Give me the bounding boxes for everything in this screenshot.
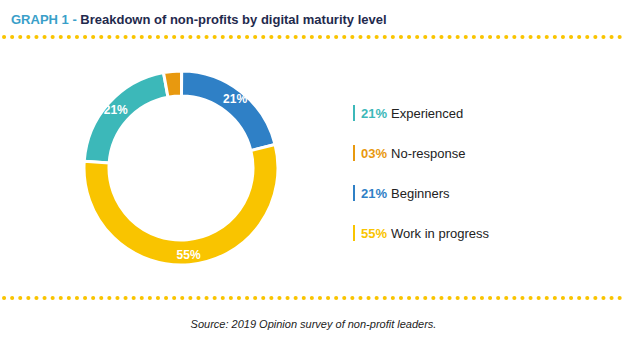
svg-text:Breakdown of non-profits by di: Breakdown of non-profits by digital matu… [77,12,387,27]
svg-text:03%: 03% [361,146,387,161]
svg-text:21%: 21% [361,106,387,121]
svg-text:Work in progress: Work in progress [391,226,490,241]
svg-text:No-response: No-response [391,146,465,161]
svg-text:Source: 2019 Opinion survey of: Source: 2019 Opinion survey of non-profi… [191,318,437,330]
svg-text:21%: 21% [223,92,247,106]
svg-text:Experienced: Experienced [391,106,463,121]
svg-text:55%: 55% [177,248,201,262]
svg-text:21%: 21% [361,186,387,201]
svg-text:55%: 55% [361,226,387,241]
svg-text:21%: 21% [104,103,128,117]
svg-text:Beginners: Beginners [391,186,450,201]
svg-text:GRAPH 1 -: GRAPH 1 - [11,12,77,27]
